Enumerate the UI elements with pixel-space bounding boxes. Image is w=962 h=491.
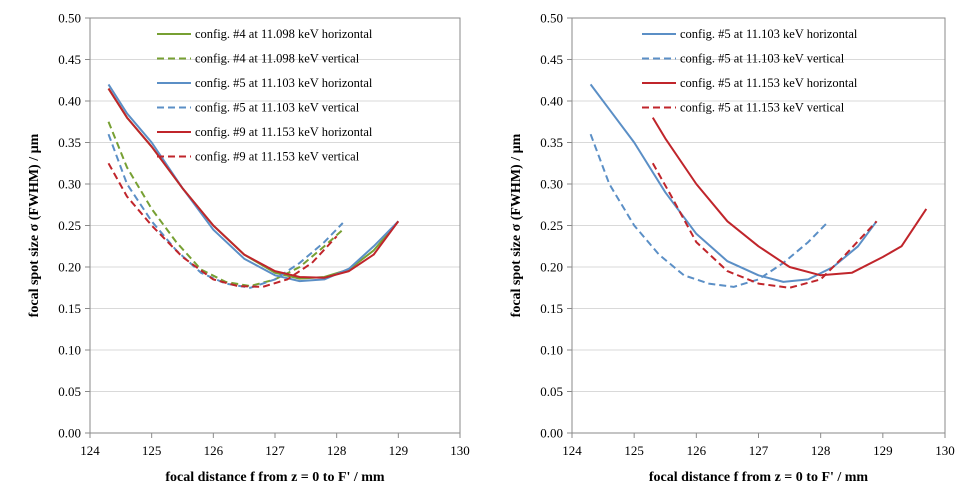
x-tick-label: 127 xyxy=(749,443,769,458)
series-line-1 xyxy=(589,83,878,283)
plot-frame xyxy=(89,17,461,434)
x-tick-label: 128 xyxy=(811,443,831,458)
x-tick-label: 129 xyxy=(389,443,409,458)
x-tick-label: 124 xyxy=(80,443,100,458)
y-tick-label: 0.50 xyxy=(540,11,563,26)
legend: config. #4 at 11.098 keV horizontal confi… xyxy=(157,27,373,164)
x-tick-label: 128 xyxy=(327,443,347,458)
x-tick-label: 125 xyxy=(142,443,162,458)
y-tick-label: 0.00 xyxy=(540,426,563,441)
x-tick-label: 125 xyxy=(624,443,644,458)
legend-entry: config. #5 at 11.103 keV horizontal xyxy=(195,76,373,90)
y-tick-label: 0.40 xyxy=(58,94,81,109)
series-line-3 xyxy=(651,117,928,277)
y-tick-label: 0.35 xyxy=(58,135,81,150)
series-line-4 xyxy=(651,162,878,289)
y-tick-label: 0.30 xyxy=(58,177,81,192)
x-tick-label: 127 xyxy=(265,443,285,458)
legend-entry: config. #5 at 11.103 keV vertical xyxy=(195,101,360,115)
y-tick-label: 0.20 xyxy=(540,260,563,275)
y-axis-label: focal spot size σ (FWHM) / µm xyxy=(509,133,524,317)
y-tick-label: 0.05 xyxy=(58,384,81,399)
series-line-3 xyxy=(107,83,400,283)
chart-panel-2: 0.00 0.05 0.10 0.15 0.20 0.25 0.30 0.35 0.40 0.45… xyxy=(509,11,955,486)
x-tick-label: 129 xyxy=(873,443,893,458)
y-tick-label: 0.15 xyxy=(58,301,81,316)
x-tick-label: 130 xyxy=(935,443,955,458)
y-tick-label: 0.10 xyxy=(58,343,81,358)
y-tick-label: 0.25 xyxy=(58,218,81,233)
y-tick-label: 0.40 xyxy=(540,94,563,109)
y-tick-label: 0.05 xyxy=(540,384,563,399)
y-tick-label: 0.00 xyxy=(58,426,81,441)
y-tick-label: 0.50 xyxy=(58,11,81,26)
legend-entry: config. #5 at 11.153 keV vertical xyxy=(680,101,845,115)
y-axis-label: focal spot size σ (FWHM) / µm xyxy=(27,133,42,317)
legend-entry: config. #5 at 11.103 keV horizontal xyxy=(680,27,858,41)
legend: config. #5 at 11.103 keV horizontal confi… xyxy=(642,27,858,115)
series-line-4 xyxy=(107,133,344,289)
legend-entry: config. #9 at 11.153 keV vertical xyxy=(195,150,360,164)
series-line-6 xyxy=(107,162,338,288)
series-line-5 xyxy=(107,88,400,279)
legend-entry: config. #4 at 11.098 keV vertical xyxy=(195,52,360,66)
y-tick-label: 0.45 xyxy=(58,52,81,67)
legend-entry: config. #5 at 11.153 keV horizontal xyxy=(680,76,858,90)
y-tick-label: 0.30 xyxy=(540,177,563,192)
y-tick-label: 0.35 xyxy=(540,135,563,150)
x-tick-label: 126 xyxy=(687,443,707,458)
y-tick-label: 0.25 xyxy=(540,218,563,233)
x-axis-label: focal distance f from z = 0 to F' / mm xyxy=(649,470,869,485)
legend-entry: config. #4 at 11.098 keV horizontal xyxy=(195,27,373,41)
plot-frame xyxy=(571,17,946,434)
x-axis-label: focal distance f from z = 0 to F' / mm xyxy=(165,470,385,485)
x-tick-label: 124 xyxy=(562,443,582,458)
x-tick-label: 126 xyxy=(204,443,224,458)
y-tick-label: 0.20 xyxy=(58,260,81,275)
y-tick-label: 0.15 xyxy=(540,301,563,316)
y-tick-label: 0.10 xyxy=(540,343,563,358)
series-line-2 xyxy=(107,121,344,288)
y-tick-label: 0.45 xyxy=(540,52,563,67)
chart-panel-1: 0.00 0.05 0.10 0.15 0.20 0.25 0.30 0.35 0.40 0.45… xyxy=(27,11,470,486)
legend-entry: config. #9 at 11.153 keV horizontal xyxy=(195,125,373,139)
x-tick-label: 130 xyxy=(450,443,470,458)
legend-entry: config. #5 at 11.103 keV vertical xyxy=(680,52,845,66)
series-line-2 xyxy=(589,133,828,288)
